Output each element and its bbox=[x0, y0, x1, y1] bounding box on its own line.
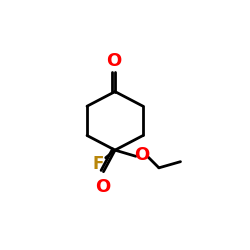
Text: O: O bbox=[106, 52, 121, 70]
Text: F: F bbox=[92, 155, 104, 173]
Text: O: O bbox=[134, 146, 150, 164]
Text: O: O bbox=[95, 178, 110, 196]
